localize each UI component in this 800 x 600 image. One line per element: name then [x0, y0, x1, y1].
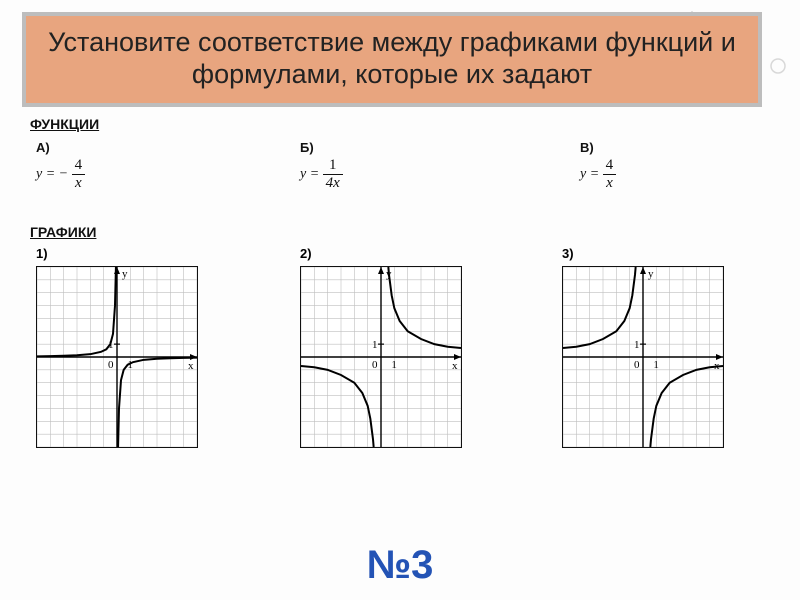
svg-text:1: 1 [634, 339, 640, 351]
graph-1-label: 1) [36, 246, 48, 261]
section-functions: ФУНКЦИИ [30, 116, 99, 132]
graph-3-label: 3) [562, 246, 574, 261]
formula-a: А) y = − 4x [36, 140, 85, 192]
graph-2-label: 2) [300, 246, 312, 261]
formula-a-label: А) [36, 140, 85, 155]
formula-c-label: В) [580, 140, 616, 155]
formula-c: В) y = 4x [580, 140, 616, 192]
svg-text:x: x [188, 360, 194, 372]
section-graphs: ГРАФИКИ [30, 224, 96, 240]
svg-text:0: 0 [634, 359, 640, 371]
svg-text:y: y [122, 268, 128, 280]
graph-2: yx011 [300, 266, 462, 448]
formula-b: Б) y = 14x [300, 140, 343, 192]
title-banner: Установите соответствие между графиками … [22, 12, 762, 107]
svg-text:x: x [452, 360, 458, 372]
svg-text:1: 1 [372, 339, 378, 351]
question-number: №3 [0, 543, 800, 588]
svg-text:1: 1 [653, 359, 659, 371]
graph-1: yx011 [36, 266, 198, 448]
svg-text:0: 0 [108, 359, 114, 371]
graph-3: yx011 [562, 266, 724, 448]
title-text: Установите соответствие между графиками … [48, 27, 736, 89]
svg-text:0: 0 [372, 359, 378, 371]
svg-text:y: y [648, 268, 654, 280]
formula-b-label: Б) [300, 140, 343, 155]
svg-text:1: 1 [391, 359, 397, 371]
